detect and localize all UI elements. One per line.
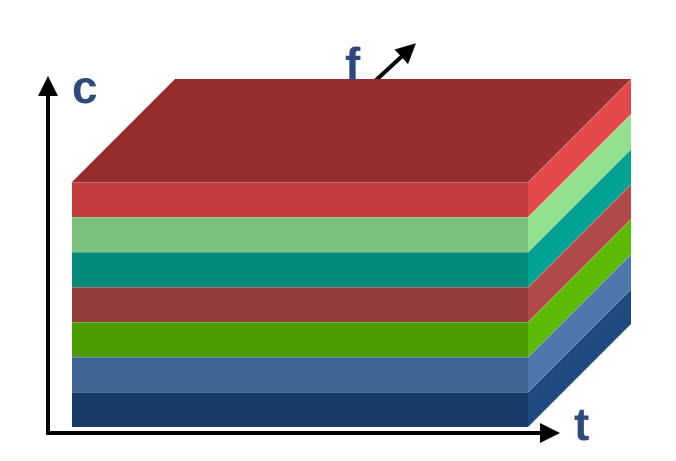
layer-3-front-face (72, 252, 528, 287)
layer-2-front-face (72, 217, 528, 252)
layer-7-side-face (528, 289, 631, 427)
horizontal-axis-label: t (574, 398, 589, 450)
layer-7-front-face (72, 392, 528, 427)
layer-4-front-face (72, 287, 528, 322)
top-face (72, 79, 631, 182)
layer-1-side-face (528, 79, 631, 217)
depth-axis (372, 43, 416, 84)
layer-5-side-face (528, 219, 631, 357)
layer-1-front-face (72, 182, 528, 217)
layer-5-front-face (72, 322, 528, 357)
layer-stack (72, 78, 632, 427)
layer-2-side-face (528, 114, 631, 252)
layer-4-side-face (528, 184, 631, 322)
layer-6-front-face (72, 357, 528, 392)
vertical-axis-label: c (72, 61, 98, 113)
layer-6-side-face (528, 254, 631, 392)
layer-3-side-face (528, 149, 631, 287)
depth-axis-label: f (345, 38, 361, 90)
